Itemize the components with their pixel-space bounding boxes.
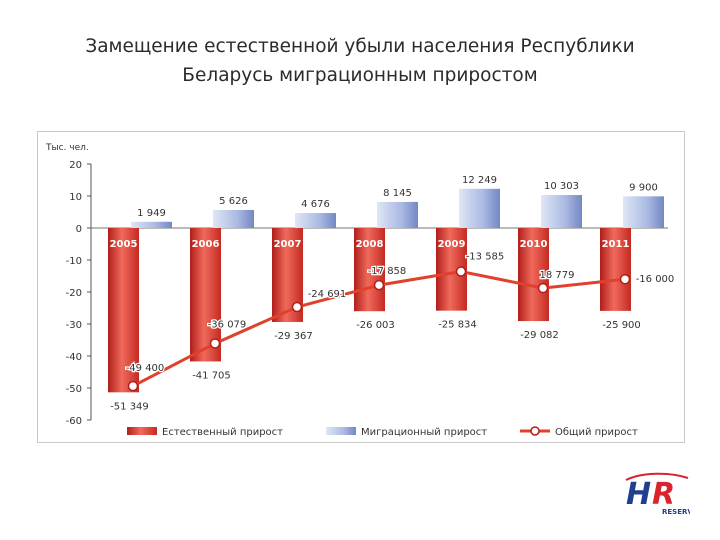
migration-growth-bar xyxy=(623,196,664,228)
year-label: 2008 xyxy=(356,239,384,250)
total-growth-point xyxy=(455,266,467,277)
total-value-label: -36 079 xyxy=(208,319,247,330)
migration-growth-bar xyxy=(213,209,254,228)
total-value-label: 18 779 xyxy=(540,270,575,281)
legend-label-total: Общий прирост xyxy=(555,427,638,438)
y-tick-label: -20 xyxy=(66,288,82,299)
year-label: 2011 xyxy=(602,239,630,250)
year-label: 2005 xyxy=(110,239,138,250)
migration-growth-bar xyxy=(459,188,500,228)
natural-growth-bar xyxy=(108,228,139,393)
logo-r: R xyxy=(652,477,675,512)
natural-value-label: -41 705 xyxy=(192,370,231,381)
total-growth-point xyxy=(127,380,139,392)
page-title: Замещение естественной убыли населения Р… xyxy=(0,32,720,90)
migration-growth-bar xyxy=(541,195,582,228)
natural-growth-bar xyxy=(600,228,631,311)
legend-swatch-total-marker xyxy=(530,426,540,436)
y-tick-label: -30 xyxy=(66,320,82,331)
natural-value-label: -26 003 xyxy=(356,320,395,331)
total-growth-point xyxy=(291,301,303,313)
y-axis-label: Тыс. чел. xyxy=(45,143,89,153)
natural-value-label: -25 900 xyxy=(602,320,641,331)
y-tick-label: 0 xyxy=(76,224,82,235)
natural-value-label: -29 082 xyxy=(520,330,559,341)
logo-hr: H xyxy=(626,477,651,512)
total-value-label: -24 691 xyxy=(308,289,347,300)
natural-growth-bar xyxy=(354,228,385,312)
migration-growth-bar xyxy=(377,201,418,228)
natural-value-label: -51 349 xyxy=(110,401,149,412)
logo-swoosh xyxy=(625,472,689,481)
migration-value-label: 5 626 xyxy=(219,196,248,207)
legend-swatch-migration xyxy=(326,427,356,435)
year-label: 2007 xyxy=(274,239,302,250)
year-label: 2006 xyxy=(192,239,220,250)
total-growth-point xyxy=(537,282,549,294)
natural-value-label: -25 834 xyxy=(438,320,477,331)
migration-growth-bar xyxy=(131,221,172,228)
migration-value-label: 1 949 xyxy=(137,208,166,219)
year-label: 2009 xyxy=(438,239,466,250)
total-growth-point xyxy=(209,338,221,349)
legend-swatch-natural xyxy=(127,427,157,435)
logo-reserve-text: RESERVE xyxy=(662,508,690,516)
y-tick-label: -50 xyxy=(66,384,82,395)
y-tick-label: -60 xyxy=(66,416,82,427)
migration-value-label: 8 145 xyxy=(383,188,412,199)
total-growth-point xyxy=(619,273,631,285)
total-growth-point xyxy=(373,279,385,291)
legend-label-natural: Естественный прирост xyxy=(162,427,283,438)
migration-value-label: 12 249 xyxy=(462,175,497,186)
y-tick-label: -10 xyxy=(66,256,82,267)
natural-value-label: -29 367 xyxy=(274,331,313,342)
hr-reserve-logo: H R RESERVE xyxy=(625,472,690,516)
migration-value-label: 10 303 xyxy=(544,181,579,192)
natural-growth-bar xyxy=(518,228,549,322)
title-line-1: Замещение естественной убыли населения Р… xyxy=(85,36,635,57)
y-tick-label: 20 xyxy=(69,160,82,171)
y-tick-label: -40 xyxy=(66,352,82,363)
migration-value-label: 9 900 xyxy=(629,182,658,193)
legend-label-migration: Миграционный прирост xyxy=(361,427,487,438)
total-value-label: -17 858 xyxy=(368,266,407,277)
total-value-label: -13 585 xyxy=(466,251,505,262)
total-value-label: -16 000 xyxy=(636,274,675,285)
title-line-2: Беларусь миграционным приростом xyxy=(182,65,538,86)
y-tick-label: 10 xyxy=(69,192,82,203)
total-value-label: -49 400 xyxy=(126,363,165,374)
migration-growth-bar xyxy=(295,213,336,228)
year-label: 2010 xyxy=(520,239,548,250)
migration-value-label: 4 676 xyxy=(301,199,330,210)
